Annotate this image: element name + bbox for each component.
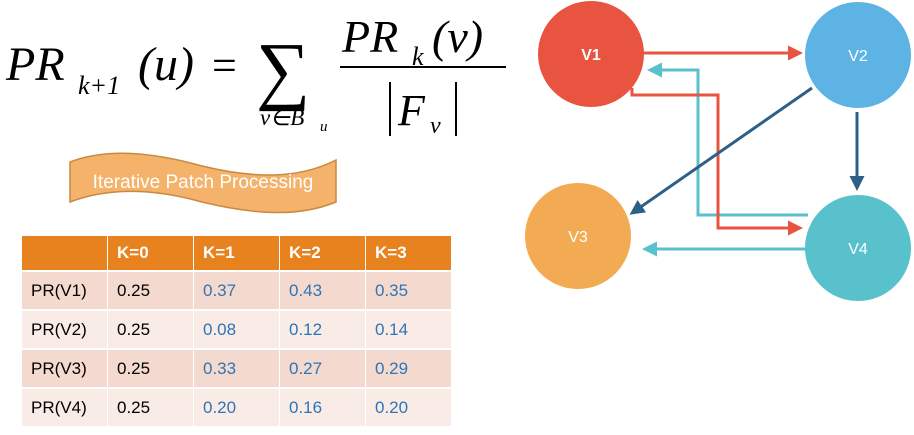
formula-equals: = [212,41,237,90]
formula-sum-sign: ∑ [256,28,310,112]
formula-numerator-argument: (v) [432,11,483,62]
pagerank-formula: PR k+1 (u) = ∑ v∈B u PR k (v) F v [5,11,506,139]
cell-k2: 0.27 [279,348,366,388]
formula-lhs-argument: (u) [138,38,194,91]
cell-k3: 0.35 [365,270,452,310]
cell-k1: 0.20 [193,387,280,426]
formula-denominator-base: F [397,86,426,135]
cell-k1: 0.33 [193,348,280,388]
table-row: PR(V4) 0.25 0.20 0.16 0.20 [22,387,452,426]
table-header-row: K=0 K=1 K=2 K=3 [22,236,452,271]
row-label: PR(V3) [22,348,108,388]
formula-sum-index: v∈B [260,105,304,130]
node-v4: V4 [805,195,911,301]
table-row: PR(V3) 0.25 0.33 0.27 0.29 [22,348,452,388]
table-row: PR(V1) 0.25 0.37 0.43 0.35 [22,270,452,310]
row-label: PR(V4) [22,387,108,426]
table-header-k0: K=0 [107,236,194,271]
formula-numerator-subscript: k [412,42,424,71]
cell-k0: 0.25 [107,348,194,388]
cell-k2: 0.43 [279,270,366,310]
formula-sum-index-subscript: u [320,119,328,135]
cell-k0: 0.25 [107,270,194,310]
formula-numerator-base: PR [341,11,398,62]
node-v2-label: V2 [848,48,868,65]
cell-k0: 0.25 [107,309,194,349]
cell-k3: 0.20 [365,387,452,426]
table-header-k2: K=2 [279,236,366,271]
table-header-k3: K=3 [365,236,452,271]
cell-k3: 0.29 [365,348,452,388]
node-v3-label: V3 [568,229,588,246]
formula-lhs-subscript: k+1 [78,71,120,100]
node-v1-label: V1 [581,47,601,64]
row-label: PR(V1) [22,270,108,310]
cell-k1: 0.37 [193,270,280,310]
node-v3: V3 [525,183,631,289]
formula-denominator-subscript: v [430,113,441,139]
node-v4-label: V4 [848,241,868,258]
iterative-banner-label: Iterative Patch Processing [92,172,314,193]
node-v2: V2 [805,2,911,108]
cell-k3: 0.14 [365,309,452,349]
cell-k2: 0.16 [279,387,366,426]
edge-v1-v4 [630,88,803,236]
cell-k0: 0.25 [107,387,194,426]
edge-v4-v1 [647,62,808,217]
pagerank-table: K=0 K=1 K=2 K=3 PR(V1) 0.25 0.37 0.43 0.… [22,236,452,426]
row-label: PR(V2) [22,309,108,349]
table-header-empty [22,236,108,271]
page-graph: V1 V2 V3 V4 [525,1,911,301]
cell-k2: 0.12 [279,309,366,349]
node-v1: V1 [538,1,644,107]
formula-lhs-base: PR [5,38,65,91]
iterative-banner-shape [69,152,337,214]
edge-v2-v3 [629,86,813,215]
cell-k1: 0.08 [193,309,280,349]
table-row: PR(V2) 0.25 0.08 0.12 0.14 [22,309,452,349]
table-header-k1: K=1 [193,236,280,271]
